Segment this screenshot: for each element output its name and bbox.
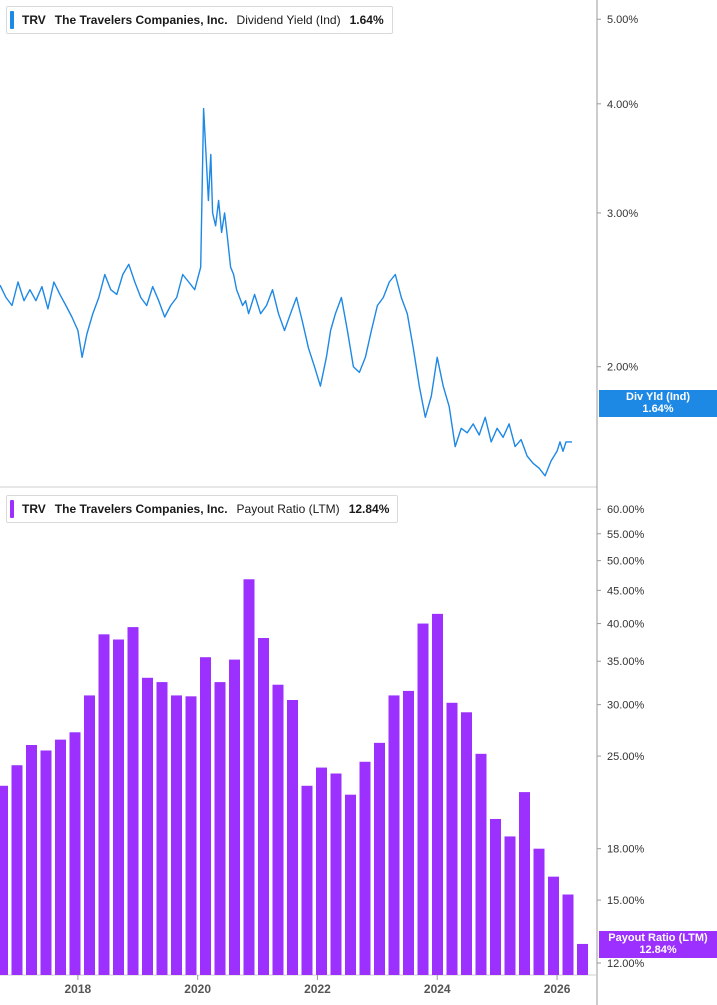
- payout-bar: [301, 785, 313, 975]
- payout-bar: [40, 750, 52, 975]
- x-tick-label: 2026: [544, 982, 571, 996]
- dividend-yield-current-tag: Div Yld (Ind) 1.64%: [599, 390, 717, 417]
- x-tick-label: 2020: [184, 982, 211, 996]
- y-tick-label: 5.00%: [607, 14, 638, 26]
- payout-ratio-current-tag: Payout Ratio (LTM) 12.84%: [599, 931, 717, 958]
- y-tick-label: 3.00%: [607, 208, 638, 220]
- payout-bar: [258, 638, 269, 975]
- payout-bar: [417, 623, 429, 975]
- payout-ratio-legend: TRV The Travelers Companies, Inc. Payout…: [6, 495, 399, 523]
- payout-bar: [577, 943, 588, 975]
- tag-value: 1.64%: [642, 403, 674, 415]
- payout-bar: [359, 761, 371, 975]
- payout-bar: [272, 684, 284, 975]
- payout-bar: [446, 702, 458, 975]
- legend-company: The Travelers Companies, Inc.: [54, 502, 228, 516]
- payout-bar: [84, 695, 95, 975]
- legend-metric: Dividend Yield (Ind): [236, 13, 341, 27]
- payout-bar: [142, 677, 153, 975]
- x-tick-label: 2024: [424, 982, 451, 996]
- payout-bar: [490, 818, 501, 975]
- payout-bar: [11, 765, 23, 975]
- tag-label: Payout Ratio (LTM): [608, 932, 708, 944]
- payout-bar: [69, 732, 81, 975]
- payout-bar: [26, 745, 37, 975]
- x-tick-label: 2022: [304, 982, 331, 996]
- legend-value: 1.64%: [349, 13, 384, 27]
- payout-bar: [519, 792, 530, 975]
- legend-ticker: TRV: [22, 502, 46, 516]
- tag-label: Div Yld (Ind): [626, 391, 690, 403]
- dividend-yield-swatch: [10, 11, 14, 29]
- tag-value: 12.84%: [639, 944, 677, 956]
- legend-ticker: TRV: [22, 13, 46, 27]
- y-tick-label: 2.00%: [607, 362, 638, 374]
- y-tick-label: 35.00%: [607, 656, 645, 668]
- y-tick-label: 15.00%: [607, 895, 645, 907]
- payout-bar: [98, 634, 110, 975]
- payout-bar: [127, 627, 139, 975]
- payout-bar: [214, 682, 226, 975]
- payout-bar: [388, 695, 400, 975]
- y-tick-label: 50.00%: [607, 556, 645, 568]
- payout-bar: [243, 579, 255, 975]
- y-tick-label: 25.00%: [607, 751, 645, 763]
- payout-bar: [55, 739, 66, 975]
- x-tick-label: 2018: [65, 982, 92, 996]
- y-tick-label: 60.00%: [607, 504, 645, 516]
- payout-bar: [504, 836, 516, 975]
- payout-ratio-swatch: [10, 500, 14, 518]
- payout-bar: [330, 773, 342, 975]
- payout-bar: [374, 742, 385, 975]
- y-tick-label: 18.00%: [607, 844, 645, 856]
- payout-bar: [185, 696, 197, 975]
- payout-bar: [200, 657, 211, 975]
- payout-bar: [0, 785, 8, 975]
- legend-company: The Travelers Companies, Inc.: [54, 13, 228, 27]
- payout-bar: [171, 695, 182, 975]
- payout-bar: [229, 659, 240, 975]
- y-tick-label: 4.00%: [607, 99, 638, 111]
- payout-bar: [475, 753, 487, 975]
- payout-bar: [432, 613, 443, 975]
- payout-bar: [287, 700, 298, 975]
- legend-value: 12.84%: [348, 502, 390, 516]
- y-tick-label: 12.00%: [607, 958, 645, 970]
- y-tick-label: 55.00%: [607, 529, 645, 541]
- payout-bar: [461, 712, 472, 975]
- dividend-yield-line: [0, 107, 572, 477]
- y-tick-label: 40.00%: [607, 619, 645, 631]
- payout-bar: [316, 767, 327, 975]
- payout-bar: [156, 682, 168, 975]
- payout-bar: [533, 848, 545, 975]
- y-tick-label: 30.00%: [607, 700, 645, 712]
- dividend-yield-legend: TRV The Travelers Companies, Inc. Divide…: [6, 6, 393, 34]
- legend-metric: Payout Ratio (LTM): [236, 502, 340, 516]
- payout-bar: [403, 690, 414, 975]
- payout-bar: [562, 894, 574, 975]
- payout-bar: [345, 794, 356, 975]
- payout-bar: [113, 639, 124, 975]
- payout-bar: [548, 876, 559, 975]
- y-tick-label: 45.00%: [607, 585, 645, 597]
